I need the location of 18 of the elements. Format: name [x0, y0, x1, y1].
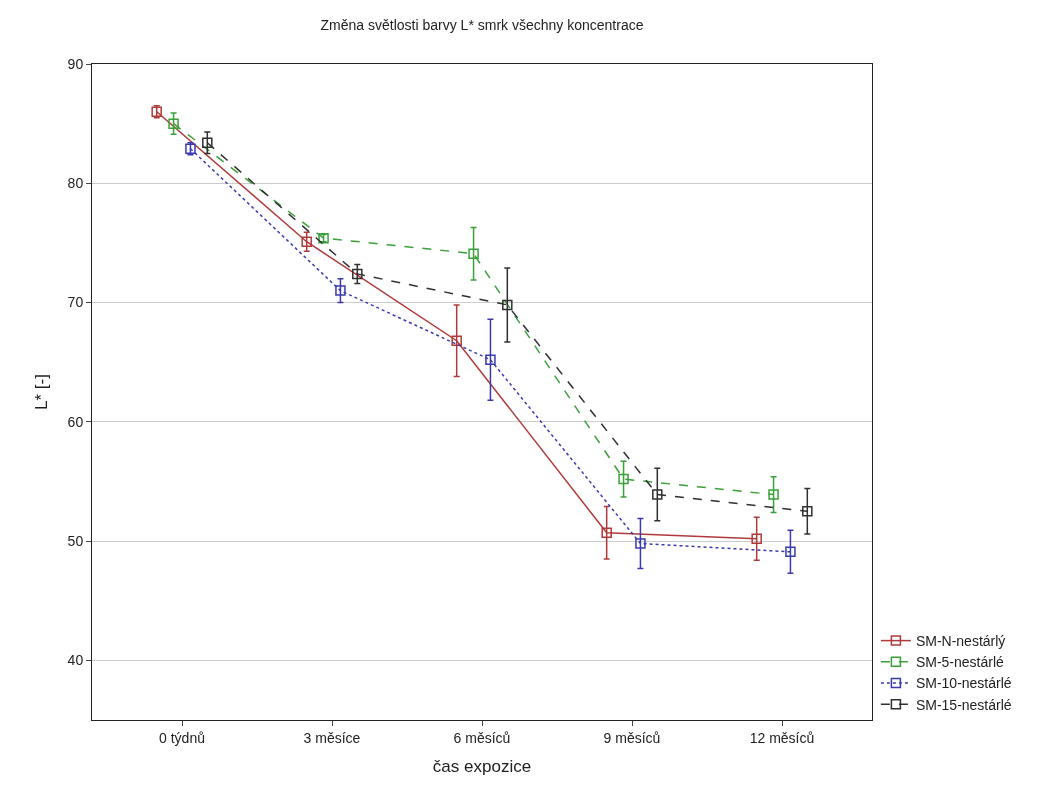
y-tick-label: 80: [67, 175, 84, 192]
x-tick-label: 6 měsíců: [453, 729, 511, 746]
chart-title: Změna světlosti barvy L* smrk všechny koncentrace: [320, 16, 644, 33]
y-tick-label: 70: [67, 294, 84, 311]
legend-label: SM-15-nestárlé: [915, 696, 1012, 713]
y-tick-label: 60: [67, 413, 84, 430]
y-tick-label: 40: [67, 652, 84, 669]
legend-label: SM-5-nestárlé: [915, 654, 1005, 671]
x-tick-label: 0 týdnů: [159, 729, 205, 746]
y-tick-label: 50: [67, 532, 84, 549]
y-tick-label: 90: [67, 55, 84, 72]
legend-label: SM-10-nestárlé: [915, 675, 1012, 692]
y-axis-title: L* [-]: [32, 374, 52, 410]
x-tick-label: 9 měsíců: [603, 729, 661, 746]
x-tick-label: 12 měsíců: [749, 729, 815, 746]
legend-label: SM-N-nestárlý: [915, 633, 1006, 650]
x-axis-title: čas expozice: [432, 757, 532, 777]
x-tick-label: 3 měsíce: [303, 729, 361, 746]
